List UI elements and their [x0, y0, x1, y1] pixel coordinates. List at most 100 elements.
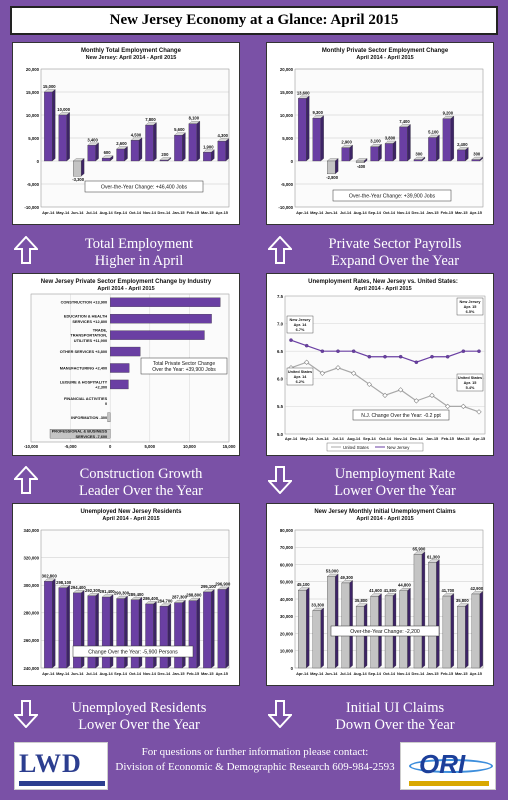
bar — [384, 143, 394, 162]
unemployment-rate-caption: Unemployment Rate Lower Over the Year — [300, 466, 490, 500]
annotation-box — [84, 180, 204, 193]
chart-subtitle: April 2014 - April 2015 — [97, 286, 154, 292]
industry-panel: New Jersey Private Sector Employment Cha… — [12, 273, 240, 456]
y-tick-label: 260,000 — [23, 638, 39, 643]
y-tick-label: 340,000 — [23, 528, 39, 533]
y-tick-label: 60,000 — [280, 562, 294, 567]
chart-title: Unemployment Rates, New Jersey vs. Unite… — [308, 279, 458, 285]
bar-side — [465, 147, 469, 162]
x-tick-label: Jun-14 — [325, 671, 338, 676]
x-tick-label: Aug-14 — [353, 671, 367, 676]
annotation-box — [352, 409, 450, 421]
x-tick-label: Apr-14 — [285, 436, 298, 441]
y-tick-label: 70,000 — [280, 545, 294, 550]
data-point — [367, 354, 372, 359]
data-label: 300 — [473, 152, 481, 157]
bar-side — [334, 158, 339, 175]
x-tick-label: Dec-14 — [412, 210, 426, 215]
x-tick-label: Feb-15 — [187, 210, 200, 215]
data-label: 3,800 — [385, 136, 396, 141]
data-label: 3,400 — [87, 137, 98, 142]
bar-side — [349, 144, 353, 162]
bar-side — [153, 122, 157, 162]
annotation-box — [332, 189, 452, 202]
category-label: FINANCIAL ACTIVITIES — [64, 396, 108, 401]
x-tick-label: Jan-15 — [172, 210, 185, 215]
x-tick-label: Mar-15 — [457, 436, 470, 441]
bar — [116, 148, 125, 162]
bar-side — [124, 146, 128, 162]
category-label: PROFESSIONAL & BUSINESS — [52, 429, 108, 434]
bar-side — [306, 587, 310, 669]
bar — [341, 582, 350, 669]
x-tick-label: May-14 — [56, 671, 70, 676]
legend-label: United States — [343, 445, 369, 450]
ori-logo: ORI — [400, 742, 496, 790]
y-tick-label: -5,000 — [281, 182, 294, 187]
data-point — [335, 365, 341, 371]
bar — [413, 159, 423, 162]
private-sector-panel: Monthly Private Sector Employment Change… — [266, 42, 494, 225]
bar — [110, 330, 205, 340]
data-label: 49,300 — [340, 575, 353, 580]
data-point — [383, 354, 387, 359]
bar-side — [167, 603, 172, 669]
x-tick-label: Apr-15 — [216, 671, 229, 676]
data-label: 298,100 — [56, 580, 72, 585]
bar — [159, 159, 169, 162]
ori-logo-swoosh — [409, 759, 493, 773]
bar — [370, 146, 379, 162]
data-point — [320, 349, 325, 353]
x-tick-label: Feb-15 — [441, 436, 454, 441]
callout-box — [456, 297, 484, 316]
data-label: 300 — [415, 152, 423, 157]
chart-subtitle: April 2014 - April 2015 — [354, 286, 411, 292]
x-tick-label: Jul-14 — [332, 436, 344, 441]
category-label: SERVICES +12,800 — [72, 319, 107, 324]
x-tick-label: May-14 — [300, 436, 314, 441]
data-point — [398, 387, 404, 393]
y-tick-label: 7.5 — [277, 294, 284, 299]
annotation-text: Over the Year: +39,900 Jobs — [152, 367, 216, 373]
callout-text: Apr. 14 — [294, 323, 308, 327]
caption-line: Initial UI Claims — [345, 700, 445, 716]
bar-side — [225, 138, 229, 162]
total-employment-panel: Monthly Total Employment Change New Jerse… — [12, 42, 240, 225]
category-label: TRADE, — [93, 327, 107, 332]
x-tick-label: Apr-15 — [470, 210, 483, 215]
x-tick-label: Mar-15 — [455, 671, 468, 676]
bar-side — [436, 134, 440, 162]
bar — [203, 152, 212, 162]
x-tick-label: Jun-14 — [325, 210, 338, 215]
up-arrow-icon — [14, 466, 38, 494]
data-label: 7,800 — [145, 117, 156, 122]
data-point — [460, 403, 466, 410]
lwd-logo-strip — [19, 781, 105, 786]
bar — [471, 159, 480, 162]
data-point — [336, 349, 340, 353]
data-label: 9,300 — [312, 110, 323, 115]
caption-line: Unemployment Rate — [334, 466, 456, 482]
x-tick-label: Oct-14 — [379, 436, 392, 441]
data-label: 294,400 — [71, 585, 87, 590]
bar — [58, 587, 67, 669]
annotation-text: Over-the-Year Change: +46,400 Jobs — [101, 185, 188, 191]
y-tick-label: 30,000 — [280, 614, 294, 619]
unemployment-rate-panel: Unemployment Rates, New Jersey vs. Unite… — [266, 273, 494, 456]
bar — [327, 160, 336, 175]
data-label: 291,400 — [100, 589, 116, 594]
bar-side — [138, 137, 143, 162]
x-tick-label: Jun-14 — [71, 671, 84, 676]
chart-title: New Jersey Monthly Initial Unemployment … — [314, 509, 456, 515]
y-tick-label: 5,000 — [282, 136, 293, 141]
x-tick-label: Dec-14 — [410, 436, 424, 441]
title-banner: New Jersey Economy at a Glance: April 20… — [10, 6, 498, 35]
x-tick-label: Nov-14 — [143, 210, 157, 215]
bar — [413, 554, 423, 669]
ori-logo-text: ORI — [419, 749, 466, 779]
callout-text: New Jersey — [290, 318, 312, 322]
x-tick-label: Nov-14 — [397, 671, 411, 676]
down-arrow-icon — [268, 700, 292, 728]
callout-text: 6.7% — [296, 328, 305, 332]
up-arrow-icon — [268, 236, 292, 264]
